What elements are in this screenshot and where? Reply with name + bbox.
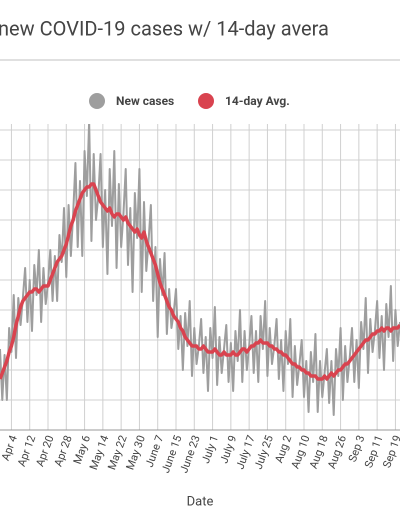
legend-label: 14-day Avg.	[225, 94, 290, 108]
legend: New cases 14-day Avg.	[89, 93, 290, 109]
chart-title: new COVID-19 cases w/ 14-day avera	[0, 16, 329, 40]
line-series	[0, 182, 400, 381]
grid	[0, 124, 400, 431]
x-axis-label: Date	[187, 494, 214, 509]
legend-label: New cases	[116, 94, 174, 108]
plot-area	[0, 124, 400, 416]
legend-swatch	[89, 93, 105, 109]
legend-swatch	[198, 93, 214, 109]
line-series	[0, 124, 400, 416]
